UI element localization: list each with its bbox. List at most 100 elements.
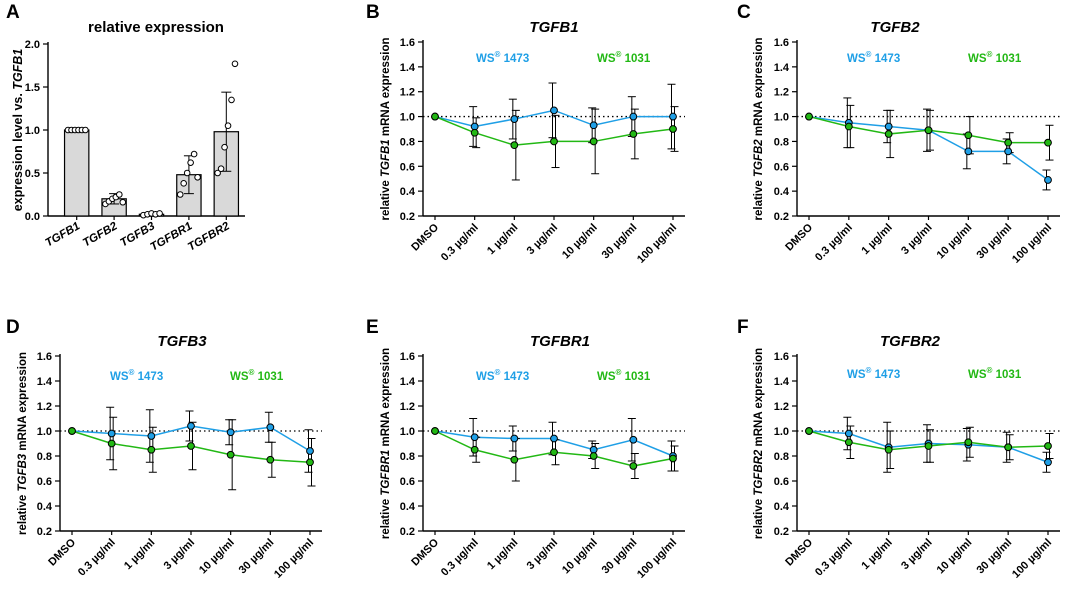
- panel-c: C TGFB2 relative TGFB2 mRNA expression 0.2 0…: [737, 2, 1060, 266]
- data-point-ws1031-b: [629, 130, 638, 138]
- y-tick-label-e: 0.2: [400, 526, 415, 538]
- data-point-ws1473-d: [266, 423, 275, 432]
- panel-label-a: A: [6, 2, 20, 23]
- data-point-TGFBR2: [217, 165, 225, 172]
- data-point-ws1031-d: [306, 458, 314, 467]
- y-tick-label-e: 1.2: [400, 401, 415, 413]
- data-point-ws1473-b: [589, 121, 598, 130]
- data-point-ws1473-d: [187, 422, 195, 430]
- y-tick-label-c: 1.6: [774, 37, 789, 49]
- y-axis-label-a: expression level vs. TGFB1: [11, 49, 25, 212]
- y-axis-label-d: relative TGFB3 mRNA expression: [17, 352, 29, 535]
- x-tick-label-b: 1 µg/ml: [485, 222, 520, 257]
- y-tick-label-b: 0.2: [400, 211, 415, 223]
- y-tick-label-c: 0.6: [774, 161, 789, 173]
- legend-ws1473-e: WS® 1473: [476, 368, 529, 383]
- x-tick-label-f: 1 µg/ml: [859, 537, 894, 572]
- y-axis-label-e: relative TGFBR1 mRNA expression: [380, 348, 392, 539]
- data-point-ws1473-b: [550, 106, 558, 115]
- x-tick-label-c: 100 µg/ml: [1010, 222, 1054, 266]
- y-tick-label-d: 0.8: [37, 451, 52, 463]
- y-axis-label-b: relative TGFB1 mRNA expression: [380, 37, 392, 220]
- legend-ws1031-f: WS® 1031: [968, 366, 1022, 381]
- x-tick-label-c: 1 µg/ml: [859, 222, 894, 257]
- x-tick-label-d: 3 µg/ml: [162, 537, 197, 572]
- data-point-ws1031-c: [924, 126, 933, 135]
- x-tick-label-f: 30 µg/ml: [975, 537, 1015, 577]
- data-point-TGFBR2: [221, 143, 228, 151]
- data-point-ws1031-d: [147, 445, 156, 454]
- y-tick-label-e: 1.6: [400, 351, 415, 363]
- x-tick-label-f: 3 µg/ml: [899, 537, 934, 572]
- data-point-ws1031-b: [510, 141, 519, 150]
- data-point-ws1473-c: [964, 147, 973, 156]
- data-point-ws1473-b: [669, 112, 677, 121]
- y-tick-label-c: 0.8: [774, 136, 789, 148]
- y-tick-label-e: 0.4: [400, 501, 416, 513]
- x-tick-label-e: 3 µg/ml: [525, 537, 560, 572]
- y-tick-label-d: 1.6: [37, 351, 52, 363]
- x-tick-label-TGFB2: TGFB2: [81, 220, 120, 250]
- data-point-ws1473-e: [470, 433, 479, 442]
- data-point-ws1473-f: [844, 429, 853, 438]
- y-tick-label-b: 0.6: [400, 161, 415, 173]
- chart-title-d: TGFB3: [157, 333, 207, 350]
- x-tick-label-b: DMSO: [409, 221, 441, 253]
- x-tick-label-f: 100 µg/ml: [1010, 537, 1054, 581]
- x-tick-label-c: 10 µg/ml: [935, 222, 975, 262]
- data-point-ws1031-f: [844, 438, 853, 447]
- data-point-TGFBR1: [183, 169, 191, 177]
- y-tick-label-c: 0.2: [774, 211, 789, 223]
- y-tick-label-e: 1.4: [400, 376, 416, 388]
- panel-b: B TGFB1 relative TGFB1 mRNA expression 0.2 0…: [366, 2, 685, 266]
- data-point-TGFBR1: [194, 174, 201, 181]
- x-tick-label-e: 100 µg/ml: [635, 537, 679, 581]
- data-point-ws1473-f: [1044, 458, 1052, 467]
- data-point-ws1031-d: [107, 439, 116, 448]
- x-tick-label-e: 0.3 µg/ml: [439, 537, 481, 579]
- y-tick-label-b: 1.2: [400, 87, 415, 99]
- data-point-ws1473-e: [510, 434, 519, 443]
- x-tick-label-f: DMSO: [783, 536, 815, 568]
- y-tick-label-e: 0.6: [400, 476, 415, 488]
- data-point-ws1473-b: [510, 115, 519, 123]
- data-point-ws1031-b: [589, 137, 598, 146]
- x-tick-label-b: 10 µg/ml: [560, 222, 600, 262]
- bar-TGFB1: [63, 129, 90, 217]
- y-tick-label-a: 0.5: [25, 168, 40, 180]
- y-tick-label-f: 0.6: [774, 476, 789, 488]
- chart-title-e: TGFBR1: [530, 333, 590, 350]
- y-tick-label-d: 0.6: [37, 476, 52, 488]
- data-point-ws1031-c: [844, 122, 853, 131]
- data-point-ws1473-d: [306, 447, 314, 455]
- data-point-TGFBR2: [214, 169, 221, 177]
- panel-label-f: F: [737, 317, 749, 338]
- data-point-ws1031-f: [884, 445, 893, 454]
- data-point-ws1473-d: [226, 428, 235, 437]
- data-point-TGFB2: [116, 191, 123, 198]
- data-point-ws1031-e: [550, 448, 558, 457]
- y-axis-label-f: relative TGFBR2 mRNA expression: [753, 348, 765, 539]
- y-tick-label-b: 1.0: [400, 112, 415, 124]
- data-point-ws1031-b: [669, 125, 677, 133]
- y-tick-label-f: 1.4: [774, 376, 790, 388]
- y-tick-label-f: 1.6: [774, 351, 789, 363]
- x-tick-label-TGFBR2: TGFBR2: [186, 220, 232, 254]
- data-point-ws1031-c: [805, 112, 813, 121]
- y-tick-label-e: 0.8: [400, 451, 415, 463]
- panel-e: E TGFBR1 relative TGFBR1 mRNA expression 0.…: [366, 317, 685, 581]
- panel-d: D TGFB3 relative TGFB3 mRNA expression 0.2 0…: [6, 317, 322, 581]
- legend-ws1473-b: WS® 1473: [476, 50, 529, 65]
- data-point-ws1473-c: [884, 122, 893, 131]
- data-point-ws1031-d: [187, 442, 195, 450]
- chart-title-b: TGFB1: [529, 19, 578, 36]
- data-point-ws1031-e: [589, 452, 598, 460]
- x-tick-label-d: 1 µg/ml: [122, 537, 157, 572]
- x-tick-label-b: 30 µg/ml: [600, 222, 640, 262]
- x-tick-label-d: 0.3 µg/ml: [76, 537, 118, 579]
- y-tick-label-f: 1.2: [774, 401, 789, 413]
- x-tick-label-e: 10 µg/ml: [560, 537, 600, 577]
- chart-title-f: TGFBR2: [880, 333, 941, 350]
